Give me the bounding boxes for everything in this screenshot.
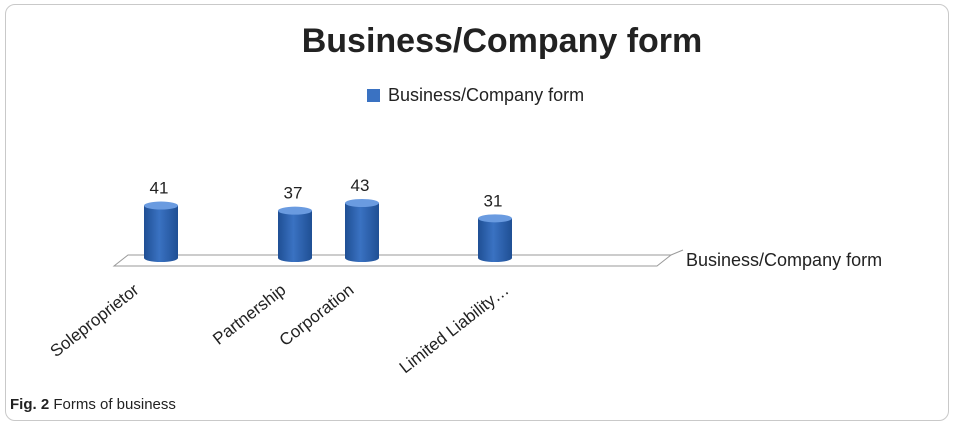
floor-plane (112, 249, 684, 267)
bar-top (345, 199, 379, 207)
legend-swatch (367, 89, 380, 102)
bar-top (144, 201, 178, 210)
caption-text: Forms of business (53, 396, 176, 413)
legend-label: Business/Company form (388, 85, 584, 105)
legend: Business/Company form (367, 85, 584, 105)
data-labels-group: 41 37 43 31 (150, 176, 503, 210)
bar-partnership (278, 206, 312, 262)
category-label: Soleproprietor (47, 280, 143, 361)
data-label: 41 (150, 179, 169, 198)
bar-body (478, 218, 512, 262)
data-label: 31 (484, 191, 503, 210)
x-axis-title: Business/Company form (686, 250, 882, 270)
category-label: Corporation (276, 280, 358, 350)
bar-top (278, 206, 312, 215)
bar-limited-liability (478, 214, 512, 262)
category-label: Limited Liability… (396, 280, 513, 377)
bar-soleproprietor (144, 201, 178, 262)
data-label: 37 (284, 184, 303, 203)
bar-body (345, 203, 379, 262)
data-label: 43 (351, 176, 370, 195)
bar-top (478, 214, 512, 223)
bar-corporation (345, 199, 379, 262)
bar-body (144, 205, 178, 262)
bar-body (278, 210, 312, 262)
figure-frame (5, 4, 949, 421)
chart-title: Business/Company form (302, 22, 703, 60)
bars-group (144, 199, 512, 262)
figure-caption: Fig. 2 Forms of business (10, 396, 176, 413)
caption-label: Fig. 2 (10, 396, 50, 413)
